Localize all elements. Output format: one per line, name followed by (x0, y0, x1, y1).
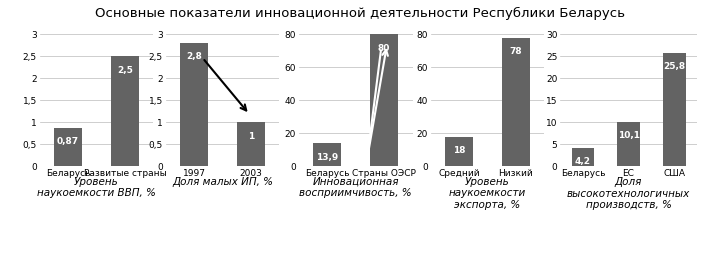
Text: 13,9: 13,9 (316, 153, 338, 162)
Text: 10,1: 10,1 (618, 131, 639, 140)
Text: 80: 80 (378, 44, 390, 53)
Bar (313, 143, 341, 166)
Bar (502, 37, 530, 166)
Bar (180, 43, 208, 166)
Text: 18: 18 (453, 146, 465, 155)
Bar (370, 34, 398, 166)
Bar (54, 128, 82, 166)
Text: 0,87: 0,87 (57, 137, 79, 146)
Text: Уровень
наукоемкости ВВП, %: Уровень наукоемкости ВВП, % (37, 177, 156, 199)
Bar (663, 53, 685, 166)
Text: Уровень
наукоемкости
экспорта, %: Уровень наукоемкости экспорта, % (449, 177, 526, 210)
Text: 2,5: 2,5 (117, 65, 133, 74)
Bar (572, 148, 595, 166)
Bar (111, 56, 139, 166)
Text: Доля малых ИП, %: Доля малых ИП, % (172, 177, 273, 187)
Text: Инновационная
восприимчивость, %: Инновационная восприимчивость, % (300, 177, 412, 199)
Text: Основные показатели инновационной деятельности Республики Беларусь: Основные показатели инновационной деятел… (95, 7, 625, 20)
Text: 78: 78 (510, 47, 522, 56)
Bar (445, 137, 473, 166)
Bar (617, 122, 640, 166)
Text: 25,8: 25,8 (663, 62, 685, 71)
Text: Доля
высокотехнологичных
производств, %: Доля высокотехнологичных производств, % (567, 177, 690, 210)
Text: 4,2: 4,2 (575, 157, 591, 166)
Text: 2,8: 2,8 (186, 52, 202, 61)
Bar (237, 122, 265, 166)
Text: 1: 1 (248, 131, 254, 140)
